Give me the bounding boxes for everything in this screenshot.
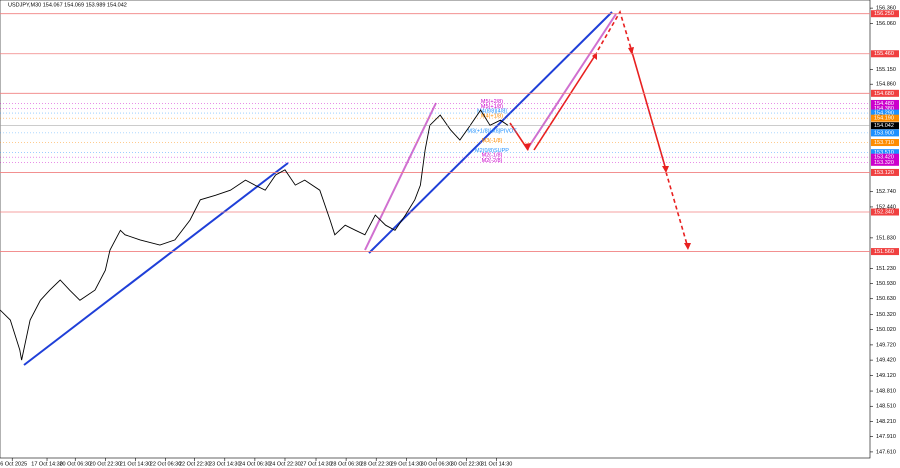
- y-tick-label: 154.860: [876, 82, 896, 88]
- y-tick-label: 148.510: [876, 404, 896, 410]
- pivot-label: 153.900: [874, 130, 894, 136]
- y-tick-label: 156.060: [876, 21, 896, 27]
- pivot-box: [871, 109, 899, 117]
- level-box: [871, 168, 899, 176]
- pivot-name: M2(-1/8): [482, 153, 503, 159]
- x-tick-label: 17 Oct 14:30: [31, 461, 63, 467]
- y-tick-label: 151.830: [876, 235, 896, 241]
- chart-title: USDJPY,M30 154.067 154.069 153.989 154.0…: [8, 2, 127, 8]
- pivot-label: 154.480: [874, 101, 894, 107]
- pivot-label: 153.320: [874, 160, 894, 166]
- level-label: 152.340: [874, 209, 894, 215]
- pivot-name: M2(-2/8): [482, 158, 503, 164]
- x-tick-label: 28 Oct 06:30: [330, 461, 362, 467]
- pivot-box: [871, 149, 899, 157]
- trend-line: [23, 162, 289, 366]
- projection-arrow: [631, 51, 667, 171]
- y-tick-label: 149.120: [876, 373, 896, 379]
- pivot-box: [871, 129, 899, 137]
- pivot-box: [871, 99, 899, 107]
- pivot-label: 154.380: [874, 106, 894, 112]
- pivot-label: 153.420: [874, 155, 894, 161]
- x-tick-label: 24 Oct 06:30: [239, 461, 271, 467]
- x-tick-label: 31 Oct 14:30: [481, 461, 513, 467]
- pivot-box: [871, 114, 899, 122]
- pivot-box: [871, 153, 899, 161]
- level-box: [871, 10, 899, 18]
- y-tick-label: 149.720: [876, 342, 896, 348]
- x-tick-label: 20 Oct 06:30: [59, 461, 91, 467]
- y-tick-label: 148.810: [876, 389, 896, 395]
- x-tick-label: 29 Oct 14:30: [391, 461, 423, 467]
- pivot-name: M5(+2/8): [481, 99, 503, 105]
- y-tick-label: 152.440: [876, 204, 896, 210]
- x-tick-label: 24 Oct 22:30: [269, 461, 301, 467]
- pivot-label: 153.710: [874, 140, 894, 146]
- y-tick-label: 147.910: [876, 434, 896, 440]
- y-tick-label: 152.740: [876, 189, 896, 195]
- x-tick-label: 27 Oct 14:30: [300, 461, 332, 467]
- x-tick-label: 28 Oct 22:30: [360, 461, 392, 467]
- current-price-label: 154.042: [874, 123, 894, 129]
- price-line: [0, 109, 509, 361]
- x-tick-label: 16 Oct 2025: [0, 461, 27, 467]
- y-tick-label: 150.630: [876, 296, 896, 302]
- pivot-label: 154.190: [874, 116, 894, 122]
- pivot-name: M4(+1/8): [481, 114, 503, 120]
- pivot-box: [871, 139, 899, 147]
- level-label: 155.460: [874, 51, 894, 57]
- pivot-label: 153.510: [874, 150, 894, 156]
- projection-arrow: [665, 171, 689, 249]
- y-tick-label: 150.020: [876, 327, 896, 333]
- projection-arrow: [597, 9, 633, 53]
- level-label: 154.680: [874, 91, 894, 97]
- y-tick-label: 150.320: [876, 312, 896, 318]
- x-tick-label: 22 Oct 06:30: [150, 461, 182, 467]
- y-tick-label: 147.610: [876, 449, 896, 455]
- plot-frame: [0, 0, 871, 459]
- x-tick-label: 23 Oct 14:30: [209, 461, 241, 467]
- y-tick-label: 151.230: [876, 266, 896, 272]
- level-box: [871, 50, 899, 58]
- x-tick-label: 21 Oct 14:30: [120, 461, 152, 467]
- pivot-label: 154.290: [874, 111, 894, 117]
- channel-line: [364, 102, 437, 251]
- pivot-name: M3(+1/8)[4/8]PIVOT: [467, 128, 517, 134]
- y-tick-label: 150.930: [876, 281, 896, 287]
- x-tick-label: 22 Oct 22:30: [179, 461, 211, 467]
- level-box: [871, 208, 899, 216]
- y-tick-label: 148.210: [876, 419, 896, 425]
- current-price-box: [871, 122, 899, 130]
- x-tick-label: 30 Oct 22:30: [451, 461, 483, 467]
- pivot-box: [871, 158, 899, 166]
- y-tick-label: 149.420: [876, 358, 896, 364]
- level-label: 151.560: [874, 249, 894, 255]
- x-tick-label: 20 Oct 22:30: [90, 461, 122, 467]
- level-box: [871, 89, 899, 97]
- pivot-box: [871, 105, 899, 113]
- trend-line: [368, 11, 613, 254]
- x-tick-label: 30 Oct 06:30: [421, 461, 453, 467]
- pivot-name: M5(+1/8): [481, 104, 503, 110]
- level-label: 156.250: [874, 11, 894, 17]
- pivot-name: M4(8/8)[4/8]: [477, 109, 507, 115]
- level-box: [871, 248, 899, 256]
- y-tick-label: 155.150: [876, 67, 896, 73]
- level-label: 153.120: [874, 170, 894, 176]
- y-tick-label: 156.360: [876, 6, 896, 12]
- pivot-name: M2(0/8)SUPP: [475, 148, 509, 154]
- pivot-name: M3(-1/8): [482, 138, 503, 144]
- projection-arrow: [533, 53, 597, 151]
